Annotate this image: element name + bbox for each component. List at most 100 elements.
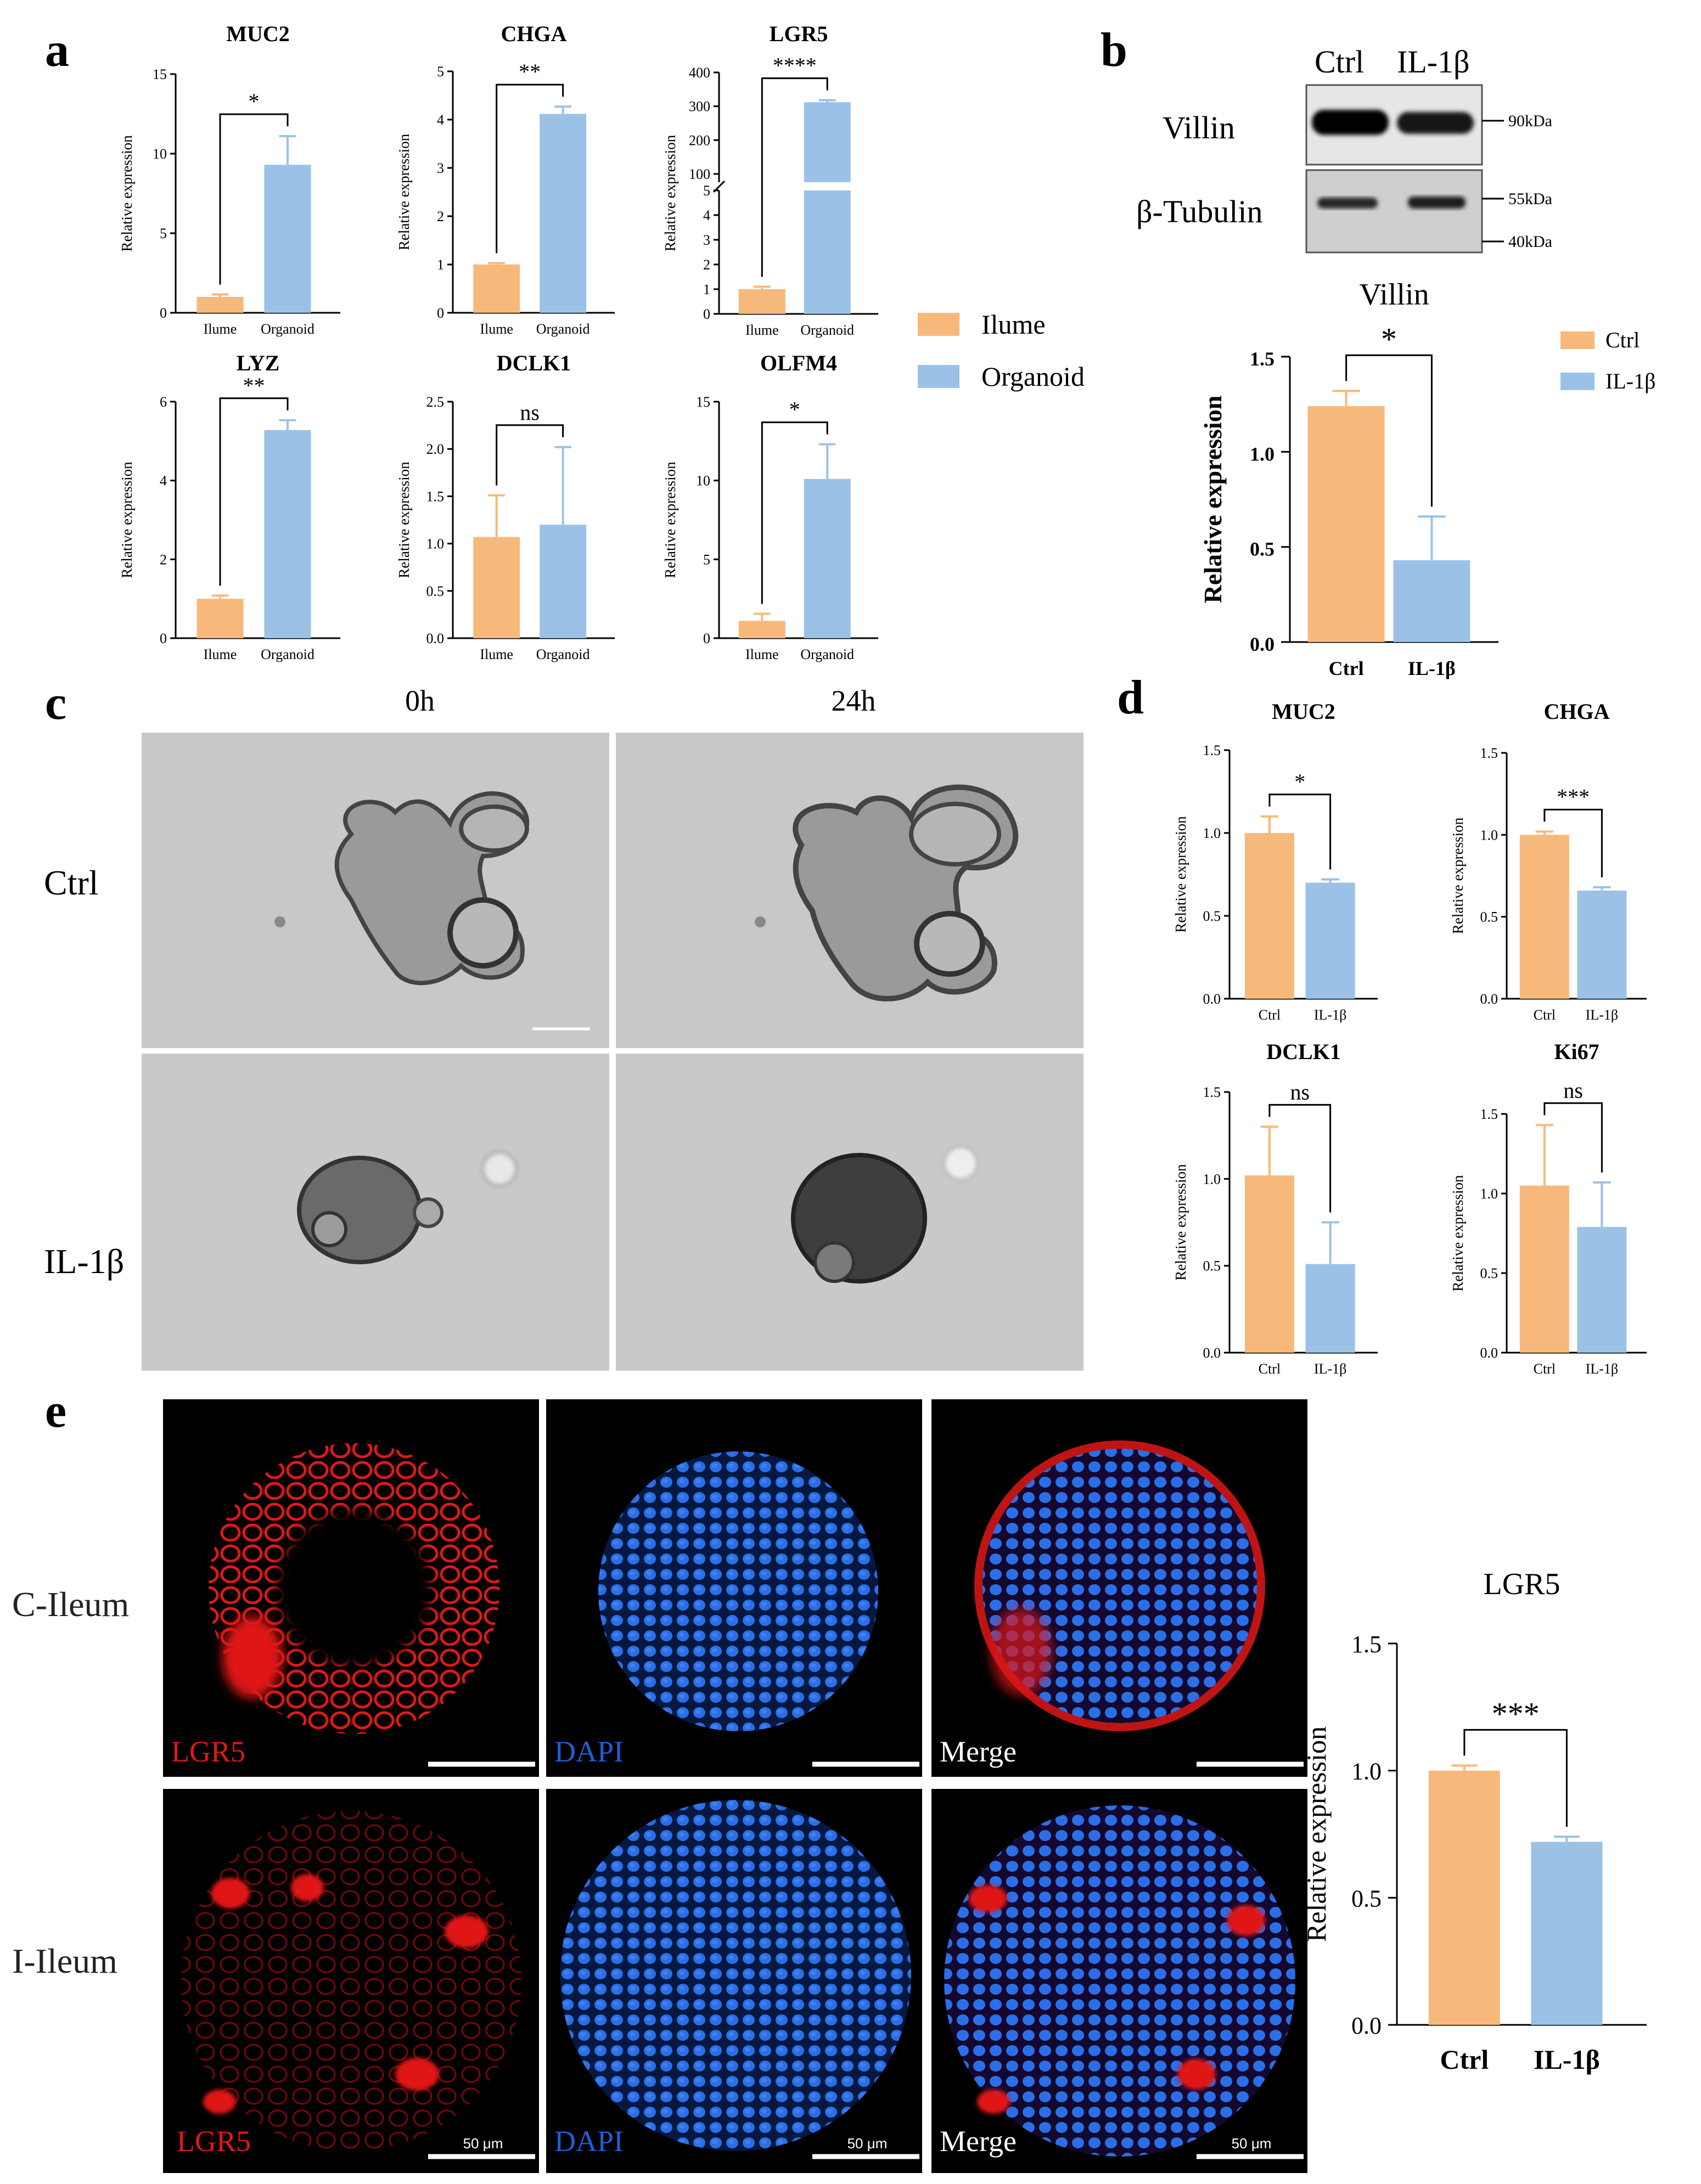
bar-0: [738, 289, 785, 314]
significance-bracket: [1345, 354, 1433, 507]
y-tick-label: 6: [160, 394, 167, 410]
fluor-image-c-merge: Merge: [931, 1399, 1307, 1777]
bar-1-lower: [804, 190, 851, 314]
y-tick-label: 300: [689, 99, 710, 115]
y-tick-label: 2.5: [426, 394, 445, 410]
significance-label: ****: [773, 53, 817, 78]
y-axis-label: Relative expression: [396, 133, 412, 250]
blot-header-ctrl: Ctrl: [1315, 44, 1364, 80]
y-tick-label: 1.0: [1250, 443, 1275, 465]
western-blot: Ctrl IL-1β Villin β-Tubulin 90kDa 55kDa …: [1136, 44, 1552, 254]
blot-row-tubulin: β-Tubulin: [1136, 194, 1262, 229]
chart-title: DCLK1: [497, 351, 571, 375]
x-tick-label-0: Ctrl: [1259, 1007, 1281, 1023]
chart-title: CHGA: [1544, 699, 1610, 724]
y-axis-label: Relative expression: [1450, 817, 1466, 934]
chart-d-chga: CHGA 0.0 0.5 1.0 1.5 Relative expression Ctrl I…: [1450, 699, 1647, 1023]
y-tick-label: 1.5: [1250, 348, 1275, 370]
y-tick-label: 5: [160, 226, 167, 241]
legend-swatch-ctrl: [1560, 331, 1595, 349]
y-tick-label: 3: [437, 160, 444, 176]
y-tick-label: 4: [160, 473, 167, 489]
y-tick-label: 2: [703, 257, 710, 273]
significance-bracket: [761, 421, 828, 604]
significance-bracket: [219, 113, 289, 285]
significance-label: *: [249, 89, 260, 114]
chart-a-muc2: MUC2 0 5 10 15 Relative expression Ilume Organo…: [119, 21, 340, 337]
chart-a-chga: CHGA 0 1 2 3 4 5 Relative expression Ilume Organo…: [396, 21, 615, 337]
significance-label: ***: [1492, 1696, 1540, 1731]
time-24h: 24h: [832, 684, 876, 717]
panel-e-label: e: [45, 1384, 66, 1438]
significance-label: *: [1381, 321, 1397, 357]
bar-0: [473, 264, 520, 313]
significance-bracket: [496, 424, 564, 486]
bar-1: [1393, 560, 1470, 642]
x-tick-label-0: Ilume: [745, 322, 779, 338]
y-axis-label: Relative expression: [1199, 396, 1227, 604]
chart-title: LGR5: [1484, 1567, 1560, 1601]
bar-0: [738, 621, 785, 638]
x-tick-label-1: Organoid: [536, 321, 590, 337]
fluor-image-c-lgr5: LGR5: [163, 1399, 539, 1777]
x-tick-label-1: Organoid: [800, 322, 854, 338]
y-tick-label: 1.0: [426, 536, 445, 552]
condition-ctrl: Ctrl: [44, 863, 99, 902]
y-axis-label: Relative expression: [1172, 816, 1189, 933]
fluor-image-i-dapi: DAPI 50 μm: [546, 1789, 922, 2173]
y-tick-label: 0.0: [1480, 1345, 1498, 1361]
organoid-micrograph-ctrl-0h: [142, 733, 609, 1048]
chart-d-ki67: Ki67 0.0 0.5 1.0 1.5 Relative expression Ctrl I…: [1450, 1039, 1647, 1377]
y-tick-label: 1: [437, 257, 444, 273]
blot-tubulin-band-il1b: [1408, 196, 1466, 209]
significance-bracket: [761, 77, 828, 277]
y-tick-label: 0.5: [1203, 1258, 1221, 1274]
y-tick-label: 1.0: [1203, 1171, 1221, 1187]
x-tick-label-0: Ctrl: [1534, 1361, 1556, 1377]
y-axis-label: Relative expression: [662, 461, 678, 578]
x-tick-label-0: Ilume: [204, 321, 237, 337]
bar-1: [804, 479, 851, 638]
y-tick-label: 5: [437, 64, 444, 80]
bar-1: [1577, 890, 1627, 999]
blot-tubulin-band-ctrl: [1317, 198, 1378, 209]
x-tick-label-1: IL-1β: [1534, 2044, 1600, 2075]
y-tick-label: 1.0: [1480, 827, 1498, 843]
y-tick-label: 0.5: [1480, 909, 1498, 925]
x-tick-label-1: Organoid: [261, 646, 315, 662]
y-tick-label: 0.5: [1203, 908, 1221, 924]
chart-title: DCLK1: [1266, 1039, 1341, 1064]
significance-bracket: [1543, 1102, 1603, 1173]
marker-90kda: 90kDa: [1508, 112, 1552, 130]
scale-bar-label-i-lgr5: 50 μm: [463, 2135, 503, 2152]
y-tick-label: 0.0: [426, 631, 445, 646]
blot-villin-band-il1b: [1397, 112, 1474, 134]
chart-title: LGR5: [770, 21, 828, 46]
bar-0: [1519, 835, 1569, 999]
y-axis-label: Relative expression: [1172, 1164, 1189, 1281]
y-tick-label: 0.5: [426, 583, 445, 599]
y-axis-label: Relative expression: [396, 461, 412, 578]
y-tick-label: 0: [703, 306, 710, 322]
chart-d-muc2: MUC2 0.0 0.5 1.0 1.5 Relative expression Ctrl I…: [1172, 699, 1378, 1023]
bar-0: [1244, 1175, 1294, 1353]
y-tick-label: 0.0: [1203, 991, 1221, 1007]
bar-0: [473, 537, 520, 638]
organoid-micrograph-il1b-24h: [616, 1054, 1084, 1371]
fluorescence-panel: C-Ileum I-Ileum LGR5 DAPI Merge: [12, 1399, 1307, 2173]
chart-d-dclk1: DCLK1 0.0 0.5 1.0 1.5 Relative expression Ctrl…: [1172, 1039, 1378, 1377]
y-tick-label: 1.5: [1203, 1084, 1221, 1100]
bar-1: [540, 114, 587, 313]
y-tick-label: 5: [703, 551, 710, 567]
y-tick-label: 0: [160, 305, 167, 321]
panel-a-legend: Ilume Organoid: [918, 309, 1085, 392]
blot-villin-band-ctrl: [1312, 110, 1389, 135]
x-tick-label-0: Ilume: [745, 646, 779, 662]
chart-title: MUC2: [1272, 699, 1335, 724]
scale-bar-label-i-merge: 50 μm: [1232, 2135, 1272, 2152]
x-tick-label-1: Organoid: [536, 646, 590, 662]
x-tick-label-0: Ctrl: [1259, 1361, 1281, 1377]
legend-swatch-organoid: [918, 365, 959, 388]
